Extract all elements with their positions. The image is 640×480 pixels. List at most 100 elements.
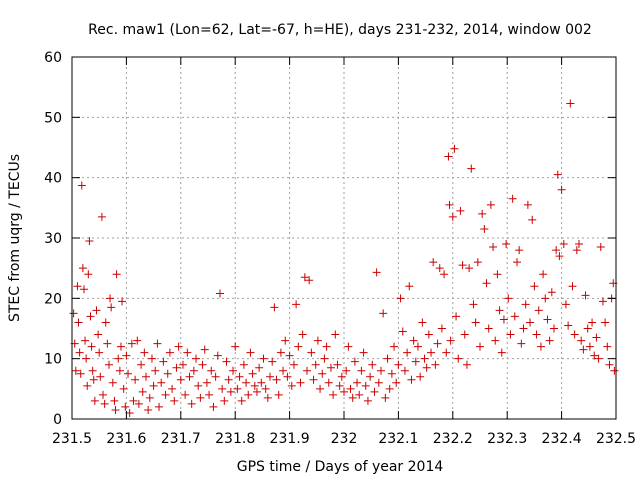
data-point: [296, 378, 305, 387]
data-point: [465, 264, 474, 273]
data-point: [579, 345, 588, 354]
data-point: [446, 336, 455, 345]
data-point: [473, 258, 482, 267]
data-point: [94, 330, 103, 339]
data-point: [268, 357, 277, 366]
data-point: [124, 369, 133, 378]
data-point: [519, 324, 528, 333]
data-point: [444, 152, 453, 161]
x-tick-labels: 231.5 231.6 231.7 231.8 231.9 232 232.1 232.2 23…: [52, 431, 636, 447]
data-point: [276, 348, 285, 357]
data-point: [396, 294, 405, 303]
data-point: [445, 200, 454, 209]
data-point: [127, 339, 136, 348]
data-point: [510, 312, 519, 321]
data-point: [346, 384, 355, 393]
data-point: [261, 384, 270, 393]
data-point: [570, 330, 579, 339]
data-point: [489, 243, 498, 252]
data-point: [493, 270, 502, 279]
data-point: [116, 342, 125, 351]
data-point: [469, 300, 478, 309]
data-point: [594, 354, 603, 363]
data-point: [320, 354, 329, 363]
x-tick-label: 232.2: [433, 431, 473, 447]
data-point: [368, 360, 377, 369]
data-point: [283, 372, 292, 381]
data-point: [202, 378, 211, 387]
data-point: [575, 240, 584, 249]
data-point: [435, 264, 444, 273]
data-point: [552, 246, 561, 255]
data-point: [458, 261, 467, 270]
data-point: [168, 384, 177, 393]
data-point: [138, 387, 147, 396]
data-point: [90, 396, 99, 405]
data-point: [133, 336, 142, 345]
data-point: [111, 405, 120, 414]
data-point: [99, 390, 108, 399]
data-point: [79, 285, 88, 294]
data-point: [187, 399, 196, 408]
data-point: [75, 348, 84, 357]
data-point: [471, 318, 480, 327]
data-point: [163, 369, 172, 378]
data-point: [176, 375, 185, 384]
x-tick-label: 231.5: [52, 431, 92, 447]
data-point: [598, 297, 607, 306]
y-tick-label: 30: [44, 231, 62, 247]
data-point: [153, 339, 162, 348]
data-point: [85, 237, 94, 246]
data-point: [523, 200, 532, 209]
data-point: [366, 372, 375, 381]
data-point: [200, 345, 209, 354]
data-point: [266, 372, 275, 381]
data-point: [534, 306, 543, 315]
data-point: [125, 408, 134, 417]
data-point: [353, 378, 362, 387]
x-axis-label: GPS time / Days of year 2014: [237, 459, 444, 475]
data-point: [333, 360, 342, 369]
data-point: [495, 306, 504, 315]
data-point: [427, 348, 436, 357]
data-point: [279, 366, 288, 375]
data-point: [129, 396, 138, 405]
data-point: [281, 336, 290, 345]
data-point: [303, 366, 312, 375]
data-point: [121, 402, 130, 411]
data-point: [259, 354, 268, 363]
data-point: [161, 390, 170, 399]
data-point: [106, 294, 115, 303]
data-point: [515, 246, 524, 255]
data-point: [508, 194, 517, 203]
data-point: [287, 381, 296, 390]
data-point: [400, 366, 409, 375]
data-point: [89, 375, 98, 384]
data-point: [370, 387, 379, 396]
data-point: [246, 348, 255, 357]
data-point: [222, 357, 231, 366]
data-point: [491, 336, 500, 345]
data-point: [409, 336, 418, 345]
data-point: [340, 387, 348, 396]
data-point: [583, 324, 592, 333]
data-point: [452, 312, 461, 321]
data-point: [78, 264, 87, 273]
data-point: [95, 348, 104, 357]
data-point: [588, 318, 597, 327]
data-point: [460, 330, 469, 339]
data-point: [424, 330, 433, 339]
data-point: [82, 354, 91, 363]
data-point: [467, 164, 476, 173]
y-tick-label: 60: [44, 50, 62, 66]
data-point: [326, 363, 335, 372]
data-point: [454, 354, 463, 363]
data-point: [122, 351, 131, 360]
data-point: [379, 309, 388, 318]
data-point: [376, 366, 385, 375]
data-point: [192, 354, 201, 363]
data-point: [572, 246, 581, 255]
data-point: [76, 369, 85, 378]
x-tick-label: 232.3: [487, 431, 527, 447]
y-axis-label: STEC from uqrg / TECUs: [7, 154, 23, 322]
